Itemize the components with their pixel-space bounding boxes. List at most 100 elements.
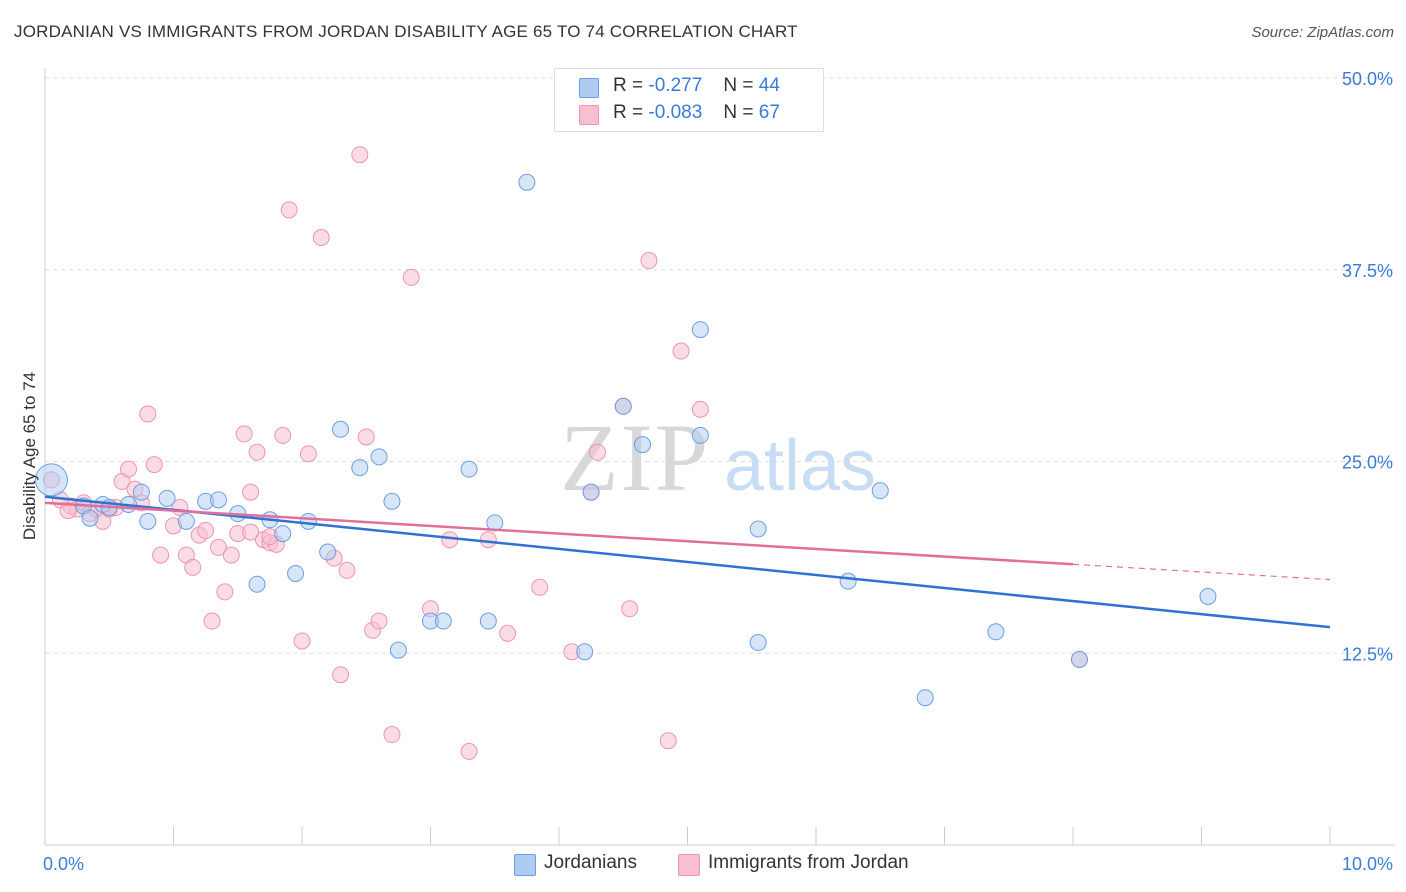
data-point-jordanians [691,321,709,339]
data-point-jordanians [987,623,1005,641]
data-point-jordanians [916,689,934,707]
data-point-immigrants [351,146,369,164]
data-point-jordanians [460,460,478,478]
axes [44,68,1395,846]
data-point-immigrants [357,428,375,446]
data-point-immigrants [145,456,163,474]
data-point-immigrants [460,742,478,760]
legend-label-jordanians: Jordanians [544,852,637,873]
data-point-immigrants [299,445,317,463]
data-point-immigrants [332,666,350,684]
data-point-immigrants [589,443,607,461]
legend-r-label: R = [613,102,644,123]
data-point-jordanians [634,436,652,454]
chart-title: JORDANIAN VS IMMIGRANTS FROM JORDAN DISA… [14,22,798,41]
y-tick-label: 50.0% [1342,69,1393,89]
data-point-immigrants [120,460,138,478]
series-immigrants-points [42,146,1088,760]
data-point-immigrants [209,538,227,556]
legend-r-label: R = [613,75,644,96]
legend-n-label: N = [723,102,754,123]
data-point-immigrants [370,612,388,630]
data-point-jordanians [351,459,369,477]
data-point-immigrants [293,632,311,650]
data-point-jordanians [389,641,407,659]
legend-n-label: N = [723,75,754,96]
data-point-jordanians [81,509,99,527]
data-point-immigrants [242,483,260,501]
y-tick-label: 12.5% [1342,644,1393,664]
data-point-immigrants [640,252,658,270]
data-point-jordanians [299,512,317,530]
data-point-jordanians [370,448,388,466]
data-point-immigrants [621,600,639,618]
data-point-jordanians [691,426,709,444]
data-point-immigrants [216,583,234,601]
watermark-zip: ZIP [560,404,710,511]
grid-lines [45,77,1395,654]
data-point-immigrants [312,229,330,247]
data-point-immigrants [441,531,459,549]
data-point-immigrants [242,523,260,541]
data-point-jordanians [209,491,227,509]
data-point-jordanians [177,512,195,530]
data-point-immigrants [672,342,690,360]
data-point-jordanians [1070,650,1088,668]
data-point-jordanians [749,520,767,538]
legend-r-value: -0.083 [648,102,703,123]
data-point-immigrants [197,522,215,540]
data-point-jordanians [576,643,594,661]
legend-swatch-blue [579,78,599,98]
data-point-jordanians [132,483,150,501]
source-label: Source: ZipAtlas.com [1251,24,1394,41]
legend-swatch-blue [514,854,536,876]
data-point-jordanians [158,489,176,507]
data-point-immigrants [659,732,677,750]
data-point-jordanians [139,512,157,530]
data-point-immigrants [248,443,266,461]
data-point-immigrants [59,502,77,520]
data-point-jordanians [332,420,350,438]
legend-swatch-pink [579,105,599,125]
data-point-immigrants [274,426,292,444]
data-point-jordanians [1199,587,1217,605]
y-tick-label: 25.0% [1342,453,1393,473]
data-point-jordanians [319,543,337,561]
legend-n-value: 67 [758,102,780,123]
data-point-jordanians [518,173,536,191]
data-point-immigrants [531,578,549,596]
data-point-jordanians [434,612,452,630]
data-point-jordanians [871,482,889,500]
data-point-immigrants [203,612,221,630]
trend-line-immigrants [44,501,1074,566]
data-point-jordanians [749,634,767,652]
y-axis-label: Disability Age 65 to 74 [20,371,39,541]
data-point-immigrants [383,726,401,744]
data-point-jordanians [839,572,857,590]
data-point-jordanians [614,397,632,415]
trend-line-immigrants-extrapolated [1072,563,1331,581]
legend-label-immigrants: Immigrants from Jordan [708,852,909,873]
data-point-immigrants [184,558,202,576]
data-point-jordanians [287,564,305,582]
data-point-jordanians [383,492,401,510]
data-point-immigrants [152,546,170,564]
data-point-immigrants [338,561,356,579]
x-tick-label: 0.0% [43,854,84,874]
data-point-immigrants [139,405,157,423]
data-point-jordanians [274,525,292,543]
legend-r-value: -0.277 [648,75,703,96]
data-point-immigrants [479,531,497,549]
tick-labels: 12.5% 25.0% 37.5% 50.0% 0.0% 10.0% [43,69,1393,874]
legend-n-value: 44 [758,75,780,96]
y-tick-label: 37.5% [1342,261,1393,281]
data-point-immigrants [222,546,240,564]
data-point-immigrants [499,624,517,642]
series-jordanians-points [34,173,1217,707]
watermark-atlas: atlas [724,426,876,506]
data-point-immigrants [280,201,298,219]
watermark: ZIP atlas [560,404,876,511]
data-point-immigrants [691,400,709,418]
data-point-immigrants [235,425,253,443]
